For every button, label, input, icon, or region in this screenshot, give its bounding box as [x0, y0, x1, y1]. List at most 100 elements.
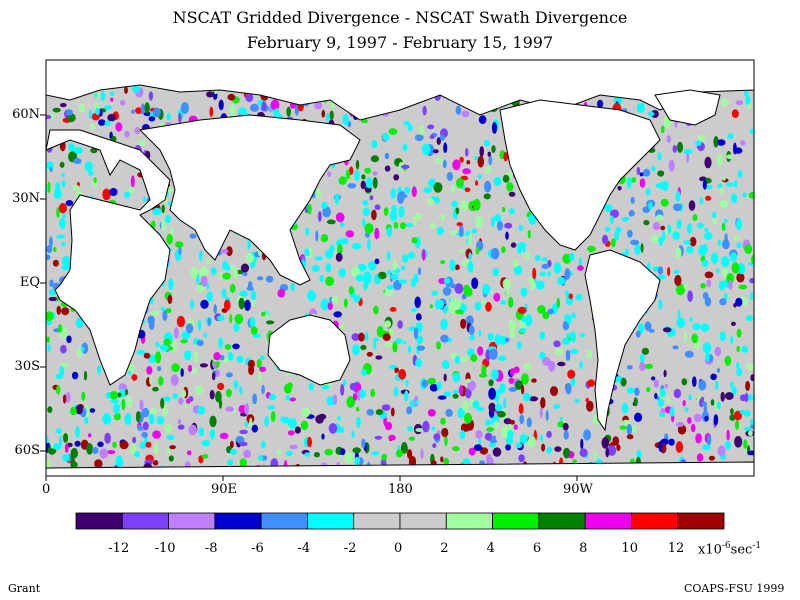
divergence-patch: [546, 446, 552, 454]
divergence-patch: [222, 272, 232, 280]
divergence-patch: [556, 297, 560, 309]
divergence-patch: [416, 345, 426, 351]
divergence-patch: [453, 298, 462, 309]
divergence-patch: [503, 397, 507, 409]
divergence-patch: [217, 315, 225, 321]
divergence-patch: [684, 350, 694, 358]
lat-label-eq: EQ: [19, 275, 40, 290]
divergence-patch: [154, 442, 158, 455]
divergence-patch: [701, 401, 708, 407]
divergence-patch: [704, 232, 713, 241]
divergence-patch: [443, 373, 447, 382]
divergence-patch: [493, 419, 499, 429]
divergence-patch: [440, 260, 446, 265]
divergence-patch: [691, 333, 699, 344]
divergence-patch: [343, 298, 348, 308]
divergence-patch: [616, 444, 621, 451]
colorbar-swatch: [631, 512, 679, 530]
divergence-patch: [619, 425, 627, 430]
divergence-patch: [141, 407, 150, 418]
divergence-patch: [229, 104, 236, 117]
divergence-patch: [239, 458, 247, 468]
divergence-patch: [199, 266, 209, 277]
divergence-patch: [539, 351, 546, 360]
divergence-patch: [514, 380, 523, 390]
divergence-patch: [716, 401, 721, 410]
divergence-patch: [432, 443, 437, 449]
divergence-patch: [226, 372, 233, 378]
divergence-patch: [717, 239, 722, 247]
divergence-patch: [48, 296, 57, 302]
divergence-patch: [510, 368, 515, 377]
colorbar-tick-label: 2: [440, 541, 449, 556]
colorbar-tick-label: 12: [667, 541, 685, 556]
divergence-patch: [473, 198, 481, 211]
divergence-patch: [736, 328, 742, 338]
divergence-patch: [493, 214, 502, 222]
divergence-patch: [713, 136, 719, 148]
divergence-patch: [320, 234, 329, 243]
divergence-patch: [716, 154, 723, 167]
divergence-patch: [340, 448, 346, 456]
divergence-patch: [66, 335, 72, 344]
divergence-patch: [181, 331, 191, 340]
divergence-patch: [261, 384, 265, 395]
divergence-patch: [414, 213, 422, 220]
divergence-patch: [170, 374, 179, 387]
divergence-patch: [335, 212, 345, 223]
divergence-patch: [130, 443, 136, 454]
divergence-patch: [186, 450, 192, 456]
divergence-patch: [695, 433, 702, 444]
divergence-patch: [657, 152, 662, 161]
divergence-patch: [322, 206, 331, 218]
divergence-patch: [677, 141, 683, 153]
divergence-patch: [441, 427, 449, 438]
divergence-patch: [145, 441, 152, 448]
divergence-patch: [701, 259, 709, 268]
divergence-patch: [257, 455, 264, 461]
divergence-patch: [478, 115, 487, 125]
divergence-patch: [528, 436, 536, 447]
divergence-patch: [416, 335, 423, 344]
divergence-patch: [61, 307, 70, 316]
divergence-patch: [487, 151, 492, 157]
divergence-patch: [393, 174, 400, 181]
divergence-patch: [508, 208, 515, 215]
divergence-patch: [717, 139, 726, 146]
colorbar-unit: x10-6sec-1: [698, 541, 762, 558]
divergence-patch: [574, 398, 580, 403]
divergence-patch: [462, 400, 470, 412]
divergence-patch: [491, 145, 496, 154]
divergence-patch: [719, 298, 727, 306]
divergence-patch: [568, 293, 573, 300]
divergence-patch: [337, 243, 343, 255]
divergence-patch: [384, 342, 393, 348]
divergence-patch: [94, 459, 103, 469]
divergence-patch: [149, 374, 153, 385]
divergence-patch: [610, 215, 614, 225]
divergence-patch: [614, 230, 620, 241]
divergence-patch: [704, 415, 709, 422]
divergence-patch: [460, 318, 467, 329]
divergence-patch: [487, 332, 494, 341]
divergence-patch: [304, 452, 311, 457]
divergence-patch: [210, 267, 217, 276]
divergence-patch: [205, 259, 212, 264]
divergence-patch: [391, 205, 397, 213]
divergence-patch: [110, 97, 114, 102]
divergence-patch: [233, 322, 240, 333]
divergence-patch: [146, 365, 153, 375]
divergence-patch: [236, 355, 244, 363]
divergence-patch: [143, 111, 151, 117]
divergence-patch: [435, 299, 441, 310]
divergence-patch: [406, 406, 413, 415]
divergence-patch: [688, 200, 696, 211]
divergence-patch: [458, 225, 464, 237]
divergence-patch: [221, 288, 227, 299]
divergence-patch: [692, 322, 701, 331]
divergence-patch: [630, 196, 635, 204]
divergence-patch: [497, 411, 506, 418]
divergence-patch: [209, 106, 214, 118]
divergence-patch: [692, 376, 697, 388]
divergence-patch: [433, 433, 441, 441]
